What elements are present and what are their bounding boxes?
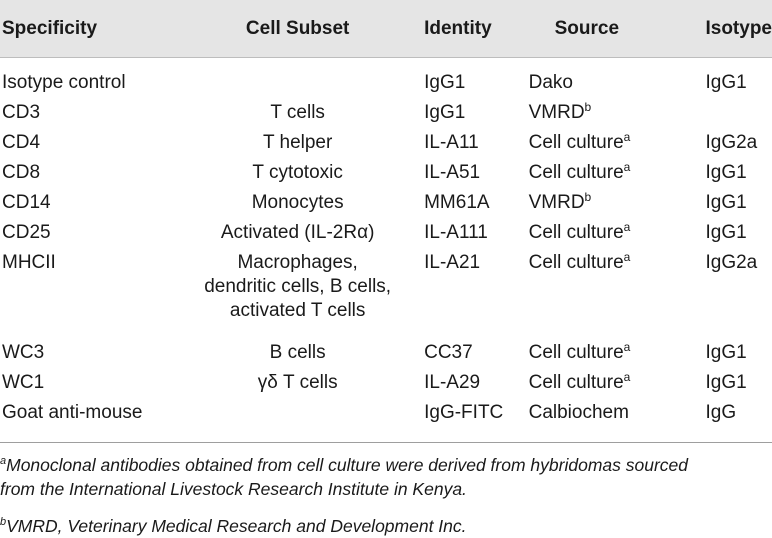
cell-isotype: IgG1 [705, 342, 747, 363]
subset-line: Macrophages, [237, 252, 358, 273]
cell-isotype: IgG1 [705, 372, 747, 393]
source-text: Cell culture [528, 162, 624, 183]
cell-subset: T helper [262, 132, 333, 153]
cell-subset [179, 58, 416, 102]
cell-subset: T cytotoxic [252, 162, 343, 183]
table-row: CD25 Activated (IL-2Rα) IL-A111 Cell cul… [0, 221, 772, 251]
footnote-marker: a [623, 370, 631, 384]
footnote-marker: b [584, 100, 592, 114]
cell-identity: IgG1 [424, 72, 466, 93]
cell-identity: MM61A [424, 192, 490, 213]
table-row: WC1 γδ T cells IL-A29 Cell culturea IgG1 [0, 371, 772, 401]
table-row: CD3 T cells IgG1 VMRDb [0, 101, 772, 131]
cell-specificity: Goat anti-mouse [0, 401, 180, 443]
cell-specificity: CD14 [2, 192, 51, 213]
footnote-b-line: VMRD, Veterinary Medical Research and De… [6, 516, 467, 536]
cell-source: VMRDb [529, 191, 694, 221]
cell-subset [179, 401, 417, 443]
cell-source: Cell culturea [529, 131, 694, 161]
cell-source: Cell culturea [529, 161, 694, 191]
footnote-marker: a [623, 250, 631, 264]
cell-specificity: CD3 [2, 102, 41, 123]
footnote-a-line: Monoclonal antibodies obtained from cell… [6, 455, 689, 475]
cell-isotype: IgG2a [705, 252, 758, 273]
footnote-marker: a [623, 130, 631, 144]
table-header-row: Specificity Cell Subset Identity Source … [0, 0, 772, 58]
table-row: CD8 T cytotoxic IL-A51 Cell culturea IgG… [0, 161, 772, 191]
source-text: VMRD [528, 192, 585, 213]
table-row: MHCII Macrophages, dendritic cells, B ce… [0, 251, 772, 341]
source-text: Cell culture [528, 132, 624, 153]
cell-isotype: IgG1 [705, 192, 747, 213]
cell-specificity: CD8 [2, 162, 41, 183]
header-specificity: Specificity [0, 0, 180, 58]
cell-identity: IL-A29 [424, 372, 481, 393]
cell-isotype: IgG1 [705, 162, 747, 183]
antibody-table: Specificity Cell Subset Identity Source … [0, 0, 772, 443]
cell-isotype: IgG1 [705, 72, 747, 93]
table-row: CD14 Monocytes MM61A VMRDb IgG1 [0, 191, 772, 221]
cell-isotype: IgG1 [705, 222, 747, 243]
cell-specificity: WC1 [2, 372, 45, 393]
cell-subset: Macrophages, dendritic cells, B cells, a… [179, 251, 416, 341]
cell-identity: CC37 [424, 342, 473, 363]
source-text: Cell culture [528, 252, 624, 273]
table-row: Goat anti-mouse IgG-FITC Calbiochem IgG [0, 401, 772, 443]
cell-specificity: WC3 [2, 342, 45, 363]
header-identity: Identity [416, 0, 529, 58]
table-row: WC3 B cells CC37 Cell culturea IgG1 [0, 341, 772, 371]
cell-source: VMRDb [529, 101, 694, 131]
table-footnotes: aMonoclonal antibodies obtained from cel… [0, 453, 772, 538]
source-text: Cell culture [528, 372, 624, 393]
table-row: Isotype control IgG1 Dako IgG1 [0, 58, 772, 102]
table-row: CD4 T helper IL-A11 Cell culturea IgG2a [0, 131, 772, 161]
cell-subset: Activated (IL-2Rα) [220, 222, 375, 243]
cell-subset: γδ T cells [257, 372, 338, 393]
source-text: Calbiochem [528, 402, 629, 423]
cell-identity: IgG-FITC [416, 401, 529, 443]
cell-isotype [693, 101, 772, 131]
footnote-b-marker: b [0, 516, 7, 528]
cell-identity: IL-A21 [424, 252, 481, 273]
header-isotype: Isotype [693, 0, 772, 58]
cell-source: Cell culturea [529, 251, 694, 341]
source-text: Cell culture [528, 342, 624, 363]
footnote-marker: a [623, 160, 631, 174]
cell-source: Cell culturea [529, 371, 694, 401]
header-source: Source [528, 0, 694, 58]
cell-isotype: IgG [693, 401, 772, 443]
cell-subset: B cells [269, 342, 326, 363]
cell-source: Cell culturea [529, 221, 694, 251]
source-text: VMRD [528, 102, 585, 123]
cell-source: Dako [529, 58, 694, 102]
cell-subset: Monocytes [251, 192, 344, 213]
cell-specificity: CD4 [2, 132, 41, 153]
cell-source: Calbiochem [528, 401, 694, 443]
cell-specificity: Isotype control [2, 72, 126, 93]
source-text: Cell culture [528, 222, 624, 243]
footnote-marker: b [584, 190, 592, 204]
cell-identity: IL-A51 [424, 162, 481, 183]
footnote-marker: a [623, 340, 631, 354]
cell-specificity: CD25 [2, 222, 51, 243]
footnote-a: aMonoclonal antibodies obtained from cel… [0, 453, 772, 501]
cell-specificity: MHCII [2, 252, 56, 273]
header-cell-subset: Cell Subset [179, 0, 417, 58]
source-text: Dako [528, 72, 573, 93]
footnote-marker: a [623, 220, 631, 234]
cell-identity: IL-A11 [424, 132, 479, 153]
cell-subset: T cells [270, 102, 325, 123]
footnote-a-marker: a [0, 455, 7, 467]
cell-identity: IgG1 [424, 102, 466, 123]
cell-identity: IL-A111 [424, 222, 488, 243]
subset-line: activated T cells [229, 300, 366, 321]
cell-source: Cell culturea [529, 341, 694, 371]
footnote-a-line: from the International Livestock Researc… [0, 479, 467, 499]
footnote-b: bVMRD, Veterinary Medical Research and D… [0, 514, 772, 538]
cell-isotype: IgG2a [705, 132, 758, 153]
subset-line: dendritic cells, B cells, [204, 276, 392, 297]
